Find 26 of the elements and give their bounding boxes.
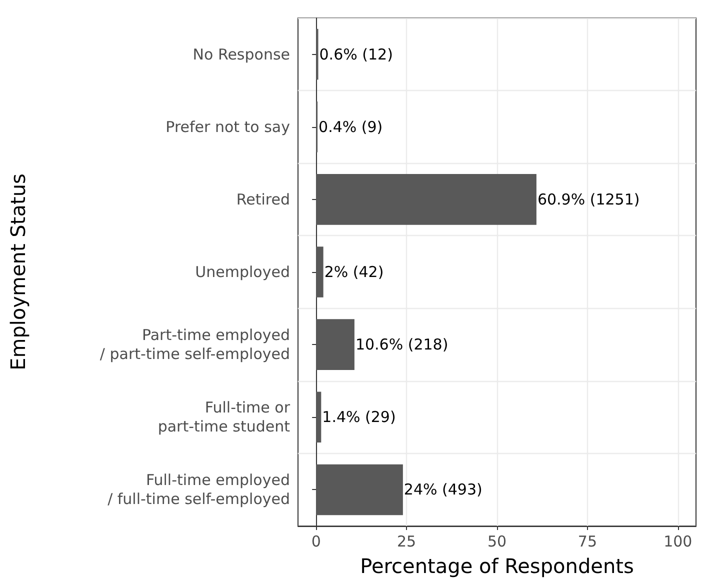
- bar: [316, 246, 324, 298]
- data-label: 0.6% (12): [319, 45, 393, 64]
- bar: [316, 174, 536, 225]
- data-label: 24% (493): [404, 480, 482, 499]
- x-tick-label: 0: [311, 532, 321, 550]
- data-label: 1.4% (29): [322, 408, 396, 426]
- data-label: 10.6% (218): [355, 336, 448, 354]
- bar: [316, 464, 403, 516]
- x-tick-label: 50: [487, 532, 507, 550]
- data-label: 2% (42): [324, 263, 384, 281]
- bar: [316, 319, 354, 370]
- x-tick-label: 75: [578, 532, 597, 550]
- data-label: 0.4% (9): [318, 118, 383, 136]
- y-tick-label: Retired: [236, 190, 290, 208]
- x-tick-label: 25: [397, 532, 416, 550]
- y-tick-label: Part-time employed / part-time self-employed: [100, 326, 290, 364]
- bar: [316, 392, 322, 443]
- data-label: 60.9% (1251): [537, 190, 640, 208]
- x-tick-label: 100: [664, 532, 692, 550]
- y-tick-label: Unemployed: [195, 263, 290, 281]
- y-tick-label: Full-time employed / full-time self-employed: [108, 471, 290, 508]
- y-tick-label: No Response: [192, 45, 290, 64]
- y-tick-label: Full-time or part-time student: [158, 398, 291, 436]
- y-tick-label: Prefer not to say: [166, 118, 290, 136]
- y-axis-title: Employment Status: [6, 174, 30, 370]
- x-axis-title: Percentage of Respondents: [360, 554, 634, 578]
